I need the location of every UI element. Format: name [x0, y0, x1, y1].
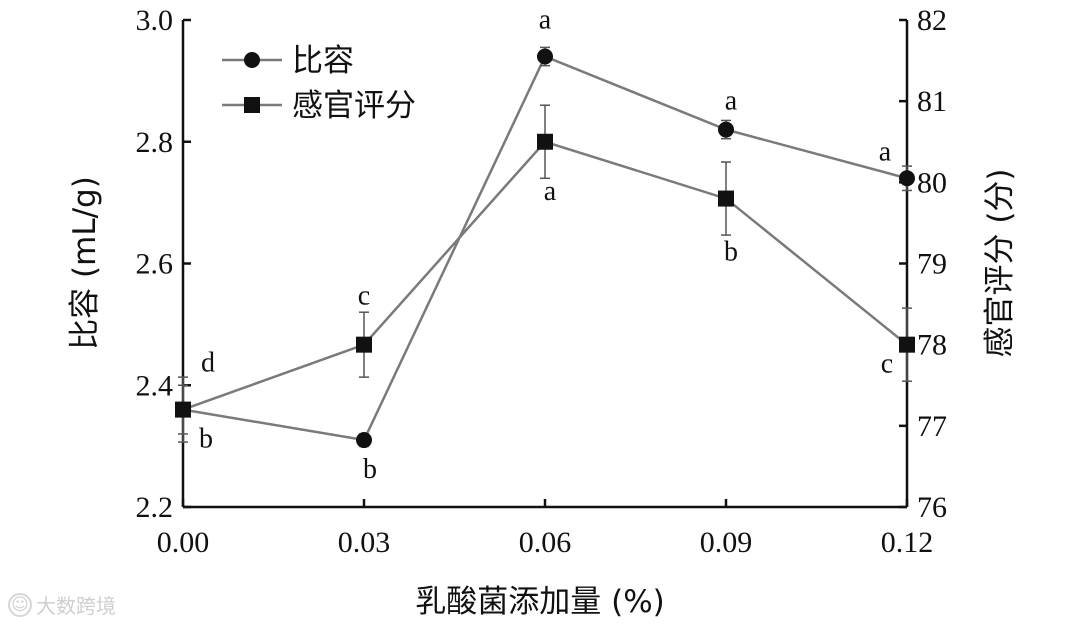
x-tick-label: 0.12 — [881, 526, 934, 559]
watermark: ☺ 大数跨境 — [8, 590, 116, 619]
significance-label: a — [879, 136, 892, 167]
left-y-tick-label: 2.6 — [136, 248, 174, 281]
data-point-circle — [356, 432, 372, 449]
left-y-tick-label: 3.0 — [136, 4, 174, 37]
left-y-tick-label: 2.4 — [136, 369, 174, 402]
significance-label: a — [539, 5, 552, 36]
data-point-square — [718, 190, 734, 207]
x-tick-label: 0.03 — [338, 526, 391, 559]
data-point-square — [899, 336, 915, 353]
right-y-tick-label: 79 — [917, 248, 947, 281]
right-y-tick-label: 82 — [917, 4, 947, 37]
watermark-logo-icon: ☺ — [8, 592, 32, 617]
significance-labels: b b a a a d c a b c — [199, 5, 893, 486]
right-y-tick-label: 78 — [917, 329, 947, 362]
right-y-tick-label: 76 — [917, 491, 947, 524]
x-axis-title: 乳酸菌添加量 (%) — [415, 584, 665, 620]
significance-label: b — [363, 454, 377, 485]
left-y-axis-title: 比容 (mL/g) — [67, 176, 103, 350]
significance-label: c — [358, 281, 370, 312]
chart-axes: 2.2 2.4 2.6 2.8 3.0 76 77 78 79 80 81 82 0.00 0.03 0.0… — [67, 4, 1018, 620]
legend-circle-marker — [244, 52, 260, 68]
right-y-tick-label: 81 — [917, 85, 947, 118]
data-point-circle — [537, 48, 553, 65]
significance-label: c — [881, 349, 893, 380]
left-y-tick-label: 2.2 — [136, 491, 174, 524]
right-y-tick-label: 77 — [917, 410, 947, 443]
left-y-tick-label: 2.8 — [136, 126, 174, 159]
data-point-circle — [899, 170, 915, 187]
significance-label: a — [725, 86, 738, 117]
data-point-circle — [718, 121, 734, 138]
significance-label: a — [544, 176, 557, 207]
x-tick-label: 0.00 — [157, 526, 210, 559]
data-point-square — [356, 336, 372, 353]
watermark-text: 大数跨境 — [36, 594, 116, 618]
legend-square-marker — [244, 97, 260, 113]
significance-label: d — [201, 348, 215, 379]
right-y-tick-label: 80 — [917, 166, 947, 199]
legend-label: 比容 — [292, 43, 354, 79]
legend-label: 感官评分 — [292, 88, 416, 124]
data-point-square — [175, 401, 191, 418]
chart-series — [175, 46, 915, 449]
significance-label: b — [724, 237, 738, 268]
data-point-square — [537, 133, 553, 150]
right-y-axis-title: 感官评分 (分) — [982, 168, 1018, 357]
x-tick-label: 0.06 — [519, 526, 572, 559]
significance-label: b — [199, 424, 213, 455]
x-tick-label: 0.09 — [700, 526, 753, 559]
